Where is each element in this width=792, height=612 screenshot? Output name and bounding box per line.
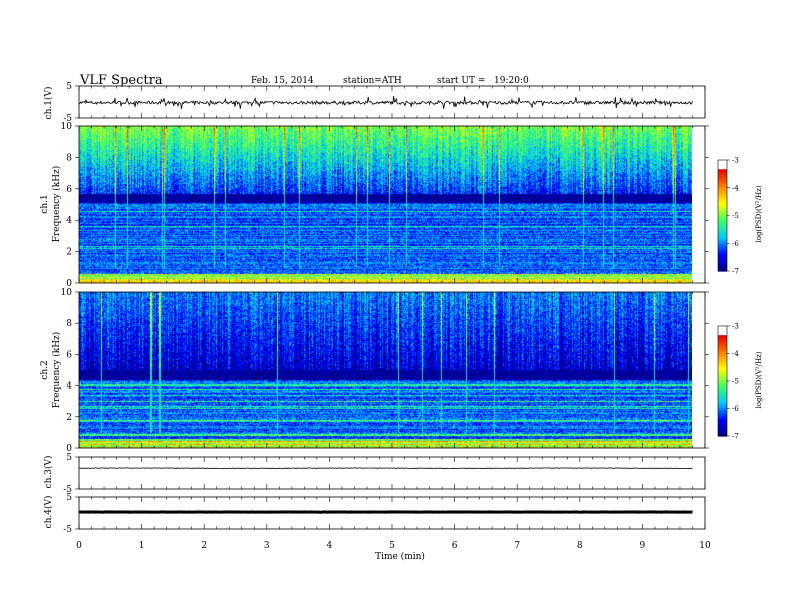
spec2-ytick: 2 (66, 413, 72, 423)
x-tick-label: 6 (452, 541, 458, 551)
spec2-ytick: 0 (66, 444, 72, 454)
ch4-ytick: 5 (66, 493, 72, 503)
ch1-ytick: 5 (66, 82, 72, 92)
ch1-spectrogram-panel: 0 2 4 6 8 10 (61, 122, 709, 289)
spec2-ytick: 6 (66, 350, 72, 360)
x-tick-label: 10 (699, 541, 711, 551)
spec1-ytick: 2 (66, 248, 72, 258)
spec1-ytick: 10 (61, 122, 73, 132)
ch4-ytick: -5 (63, 525, 72, 535)
spec2-ytick: 10 (61, 288, 73, 298)
spec2-ylabel-channel: ch.2 (40, 360, 50, 379)
ch1-colorbar-label: log(PSD)(V²/Hz) (755, 185, 763, 242)
x-tick-label: 7 (514, 541, 520, 551)
x-tick-label: 2 (201, 541, 207, 551)
cb2-tick: -7 (732, 433, 739, 441)
spec1-ytick: 6 (66, 185, 72, 195)
spec1-ylabel-channel: ch.1 (40, 194, 50, 213)
time-axis: 0 1 2 3 4 5 6 7 8 9 10 (76, 541, 711, 551)
cb1-tick: -6 (732, 240, 739, 248)
x-tick-label: 3 (264, 541, 270, 551)
date-label: Feb. 15, 2014 (251, 76, 314, 86)
cb2-tick: -4 (732, 350, 739, 358)
spec1-ylabel-frequency: Frequency (kHz) (51, 166, 62, 243)
cb1-tick: -5 (732, 212, 739, 220)
x-tick-label: 8 (577, 541, 583, 551)
ch1-ytick: -5 (63, 114, 72, 124)
ch3-trace (78, 467, 693, 470)
ch2-colorbar: -3 -4 -5 -6 -7 (717, 323, 739, 441)
spec2-ylabel-frequency: Frequency (kHz) (51, 332, 62, 409)
cb2-tick: -6 (732, 405, 739, 413)
x-tick-label: 0 (76, 541, 82, 551)
ch1-colorbar: -3 -4 -5 -6 -7 (717, 157, 739, 276)
ch1-trace (78, 96, 693, 109)
x-tick-label: 9 (640, 541, 646, 551)
station-label: station=ATH (343, 76, 402, 86)
ch1-voltage-panel: 5 -5 (63, 82, 706, 124)
figure-title: VLF Spectra (79, 73, 163, 88)
ch3-ytick: 5 (66, 453, 72, 463)
cb1-tick: -4 (732, 184, 739, 192)
ch3-ytick: -5 (63, 485, 72, 495)
spec1-ytick: 4 (66, 216, 72, 226)
spec1-ytick: 8 (66, 153, 72, 163)
cb1-tick: -7 (732, 268, 739, 276)
ch2-spectrogram-panel: 0 2 4 6 8 10 (61, 288, 709, 454)
cb2-tick: -5 (732, 378, 739, 386)
ch3-voltage-panel: 5 -5 (63, 453, 706, 495)
spec2-spectrogram-image (79, 292, 692, 448)
cb2-tick: -3 (732, 323, 739, 331)
start-ut-label: start UT = (437, 76, 485, 86)
ch1-ylabel: ch.1(V) (43, 87, 54, 120)
x-tick-label: 1 (139, 541, 145, 551)
x-axis-label: Time (min) (375, 551, 425, 562)
ch2-colorbar-label: log(PSD)(V²/Hz) (755, 351, 763, 408)
spec2-ytick: 8 (66, 319, 72, 329)
ch3-ylabel: ch.3(V) (43, 456, 54, 489)
ch4-ylabel: ch.4(V) (43, 496, 54, 529)
x-tick-label: 4 (327, 541, 333, 551)
cb1-tick: -3 (732, 157, 739, 165)
ch4-voltage-panel: 5 -5 (63, 493, 706, 535)
start-ut-time: 19:20:0 (494, 76, 529, 86)
spec1-ytick: 0 (66, 279, 72, 289)
x-tick-label: 5 (389, 541, 395, 551)
spec1-spectrogram-image (79, 126, 692, 283)
spec2-ytick: 4 (66, 382, 72, 392)
